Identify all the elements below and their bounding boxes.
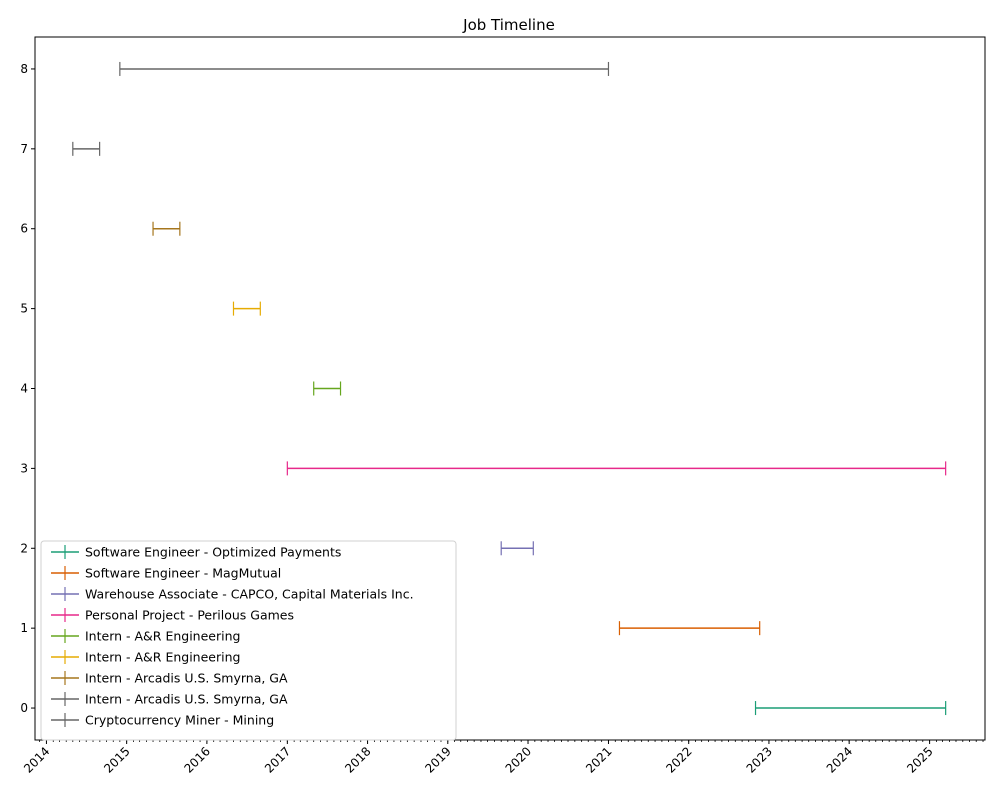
y-tick-label: 7 <box>20 142 28 156</box>
timeline-bar-2 <box>500 541 534 556</box>
legend-label: Cryptocurrency Miner - Mining <box>85 713 274 728</box>
timeline-bar-7 <box>72 141 101 156</box>
legend-entry-1: Software Engineer - MagMutual <box>51 566 281 581</box>
y-tick-label: 6 <box>20 222 28 236</box>
timeline-bar-8 <box>119 61 610 76</box>
legend-box <box>40 540 457 741</box>
timeline-bar-1 <box>618 621 761 636</box>
timeline-bar-5 <box>232 301 261 316</box>
y-tick-label: 8 <box>20 62 28 76</box>
y-tick-label: 5 <box>20 302 28 316</box>
legend-entry-5: Intern - A&R Engineering <box>51 650 240 665</box>
plot-area <box>72 61 947 716</box>
chart-title: Job Timeline <box>462 16 555 34</box>
y-tick-label: 1 <box>20 621 28 635</box>
legend-entry-2: Warehouse Associate - CAPCO, Capital Mat… <box>51 587 414 602</box>
legend: Software Engineer - Optimized Payments So… <box>40 540 457 741</box>
y-tick-label: 0 <box>20 701 28 715</box>
legend-label: Intern - Arcadis U.S. Smyrna, GA <box>85 671 288 686</box>
legend-label: Warehouse Associate - CAPCO, Capital Mat… <box>85 587 414 602</box>
timeline-bar-4 <box>313 381 342 396</box>
legend-label: Software Engineer - MagMutual <box>85 566 281 581</box>
timeline-bar-6 <box>152 221 181 236</box>
legend-entry-3: Personal Project - Perilous Games <box>51 608 294 623</box>
legend-label: Intern - Arcadis U.S. Smyrna, GA <box>85 692 288 707</box>
legend-entry-6: Intern - Arcadis U.S. Smyrna, GA <box>51 671 288 686</box>
legend-label: Intern - A&R Engineering <box>85 629 240 644</box>
legend-label: Personal Project - Perilous Games <box>85 608 294 623</box>
timeline-bar-3 <box>286 461 947 476</box>
y-tick-label: 3 <box>20 461 28 475</box>
timeline-bar-0 <box>754 701 947 716</box>
legend-entry-7: Intern - Arcadis U.S. Smyrna, GA <box>51 692 288 707</box>
legend-entry-8: Cryptocurrency Miner - Mining <box>51 713 274 728</box>
y-tick-label: 4 <box>20 382 28 396</box>
legend-entry-4: Intern - A&R Engineering <box>51 629 240 644</box>
legend-label: Software Engineer - Optimized Payments <box>85 545 341 560</box>
legend-label: Intern - A&R Engineering <box>85 650 240 665</box>
legend-entry-0: Software Engineer - Optimized Payments <box>51 545 341 560</box>
y-tick-label: 2 <box>20 541 28 555</box>
